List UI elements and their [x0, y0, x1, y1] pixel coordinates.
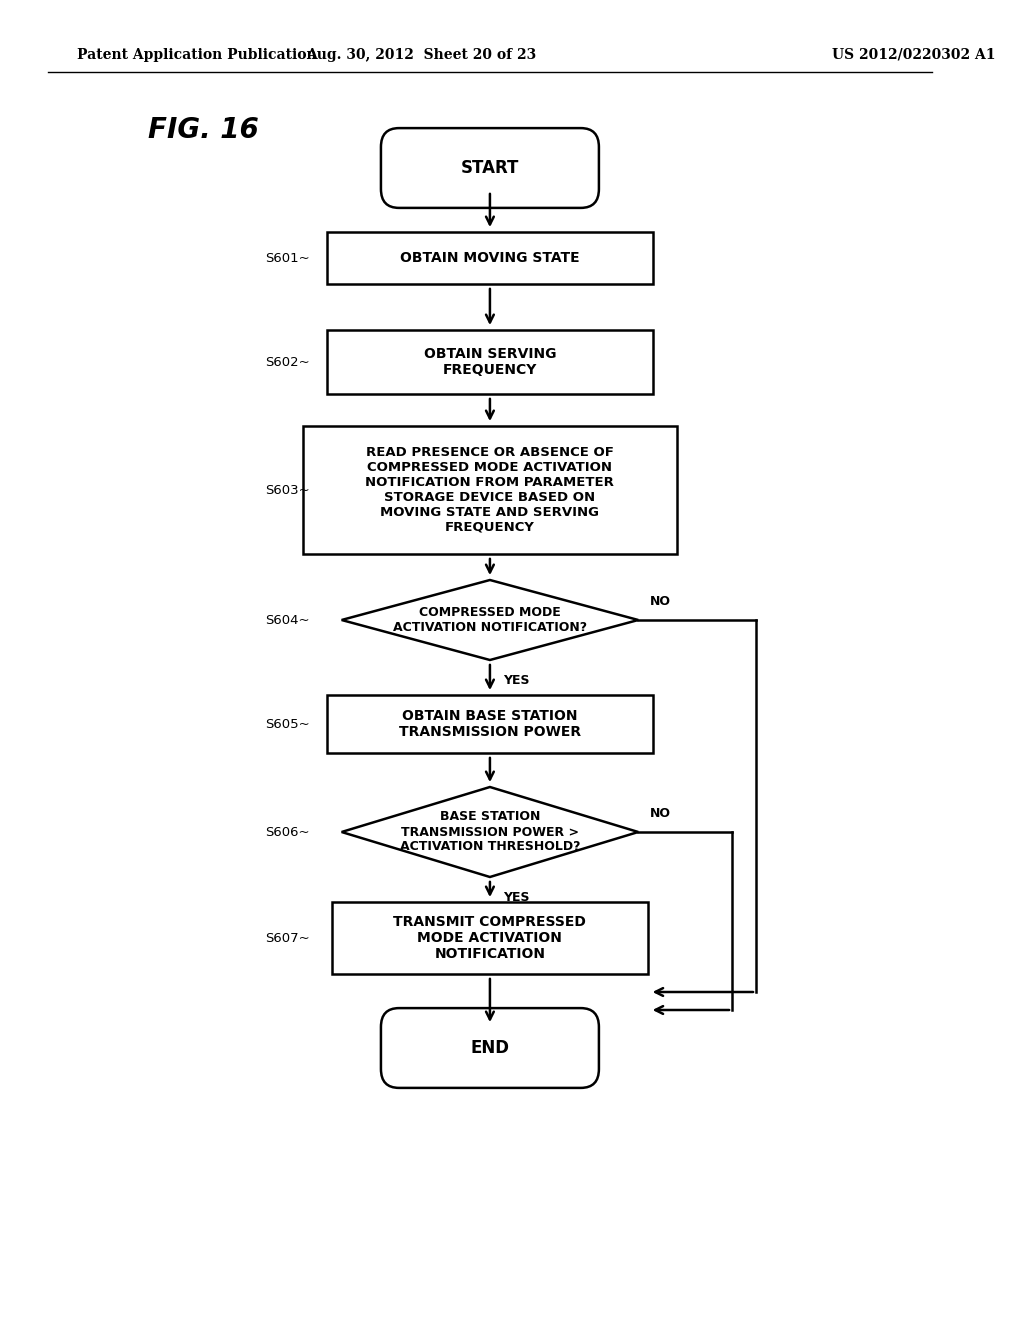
Text: S603~: S603~	[265, 483, 310, 496]
Text: S606~: S606~	[265, 825, 310, 838]
FancyBboxPatch shape	[303, 426, 677, 554]
Text: YES: YES	[504, 675, 529, 686]
Text: COMPRESSED MODE
ACTIVATION NOTIFICATION?: COMPRESSED MODE ACTIVATION NOTIFICATION?	[393, 606, 587, 634]
Text: BASE STATION
TRANSMISSION POWER >
ACTIVATION THRESHOLD?: BASE STATION TRANSMISSION POWER > ACTIVA…	[399, 810, 581, 854]
FancyBboxPatch shape	[328, 232, 652, 284]
Text: S604~: S604~	[265, 614, 310, 627]
Text: FIG. 16: FIG. 16	[148, 116, 259, 144]
Text: START: START	[461, 158, 519, 177]
Text: TRANSMIT COMPRESSED
MODE ACTIVATION
NOTIFICATION: TRANSMIT COMPRESSED MODE ACTIVATION NOTI…	[393, 915, 587, 961]
Text: S601~: S601~	[265, 252, 310, 264]
Text: YES: YES	[504, 891, 529, 904]
Text: S605~: S605~	[265, 718, 310, 730]
Polygon shape	[342, 787, 638, 876]
Text: OBTAIN BASE STATION
TRANSMISSION POWER: OBTAIN BASE STATION TRANSMISSION POWER	[399, 709, 581, 739]
Text: READ PRESENCE OR ABSENCE OF
COMPRESSED MODE ACTIVATION
NOTIFICATION FROM PARAMET: READ PRESENCE OR ABSENCE OF COMPRESSED M…	[366, 446, 614, 535]
Text: Patent Application Publication: Patent Application Publication	[77, 48, 316, 62]
Text: NO: NO	[649, 595, 671, 609]
FancyBboxPatch shape	[381, 128, 599, 209]
Text: Aug. 30, 2012  Sheet 20 of 23: Aug. 30, 2012 Sheet 20 of 23	[306, 48, 537, 62]
Text: OBTAIN SERVING
FREQUENCY: OBTAIN SERVING FREQUENCY	[424, 347, 556, 378]
Text: S602~: S602~	[265, 355, 310, 368]
FancyBboxPatch shape	[328, 696, 652, 752]
Polygon shape	[342, 579, 638, 660]
Text: OBTAIN MOVING STATE: OBTAIN MOVING STATE	[400, 251, 580, 265]
Text: US 2012/0220302 A1: US 2012/0220302 A1	[833, 48, 996, 62]
FancyBboxPatch shape	[332, 902, 648, 974]
Text: S607~: S607~	[265, 932, 310, 945]
FancyBboxPatch shape	[381, 1008, 599, 1088]
FancyBboxPatch shape	[328, 330, 652, 393]
Text: NO: NO	[649, 807, 671, 820]
Text: END: END	[470, 1039, 509, 1057]
